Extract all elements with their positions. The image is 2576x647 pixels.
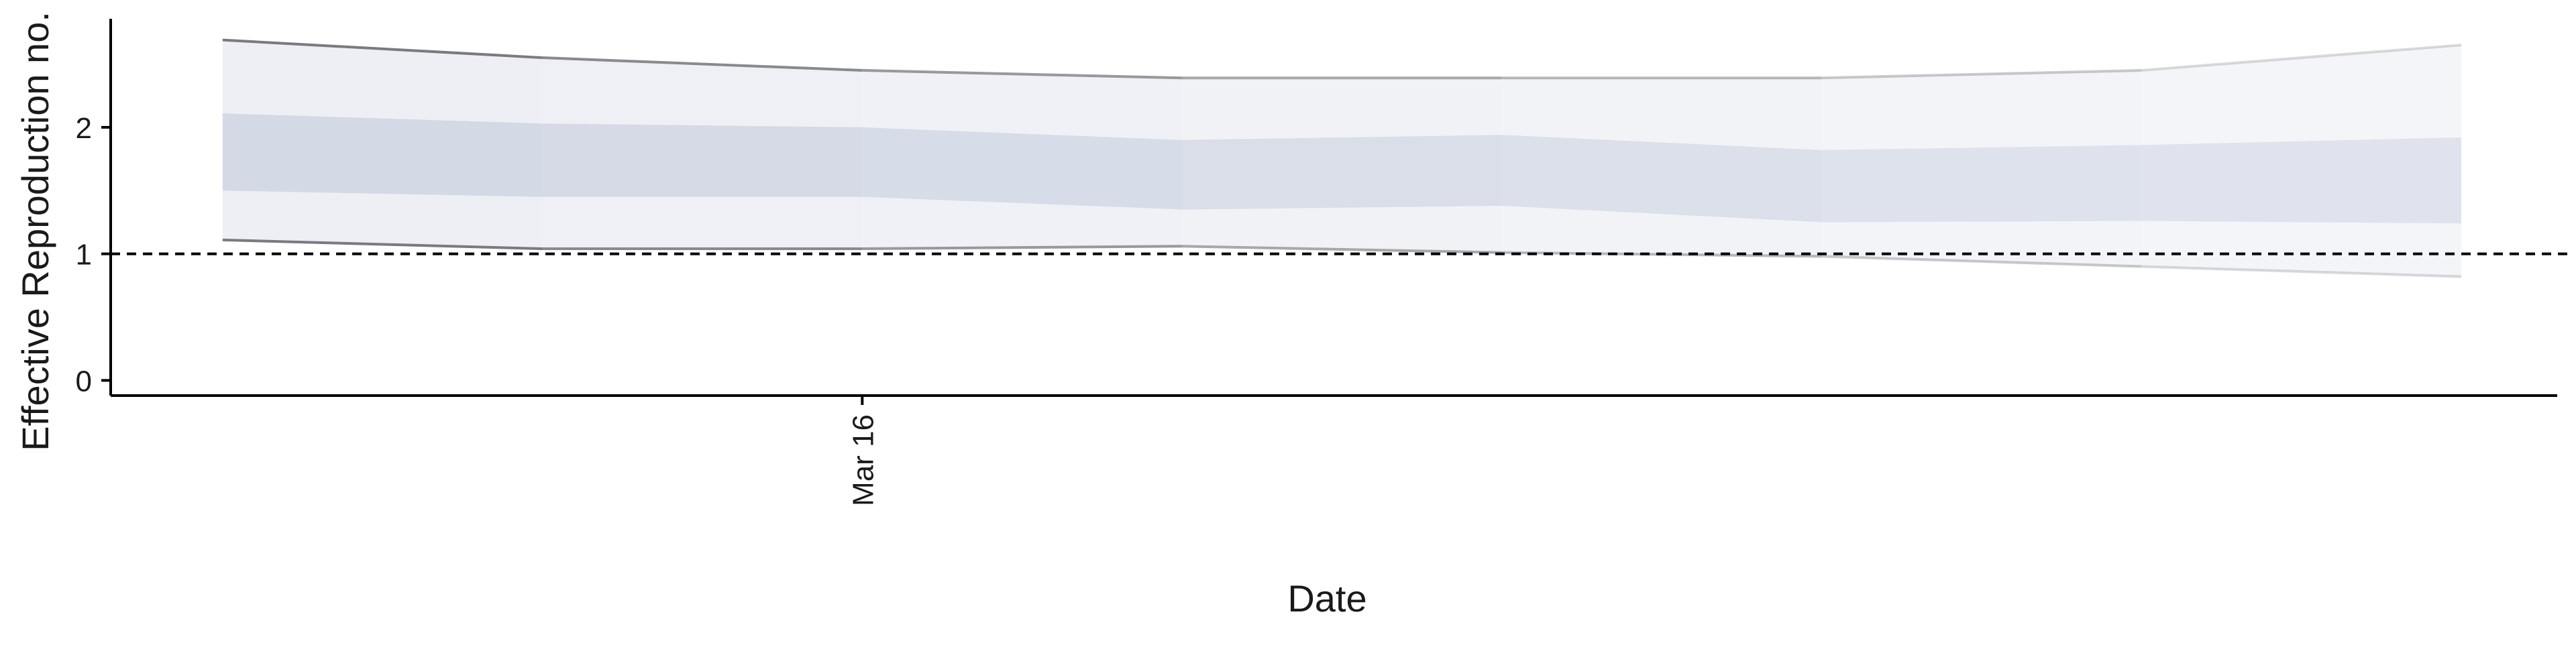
inner-band-segment-2 — [542, 123, 863, 197]
upper-bound-segment-3 — [862, 68, 1183, 80]
y-axis-ticks: 0 1 2 — [76, 112, 111, 398]
lower-bound-segment-4 — [1182, 245, 1502, 254]
x-axis-ticks: Mar 16 — [847, 396, 879, 506]
inner-band-segment-1 — [222, 113, 543, 197]
y-tick-label: 1 — [76, 239, 92, 272]
y-tick-label: 2 — [76, 112, 92, 145]
y-tick-label: 0 — [76, 365, 92, 398]
upper-bound-segment-7 — [2141, 44, 2462, 72]
upper-bound-segment-1 — [222, 38, 543, 60]
lower-bound-segment-6 — [1821, 255, 2142, 268]
lower-bound-segment-7 — [2141, 265, 2462, 278]
inner-band-segment-4 — [1182, 135, 1502, 210]
upper-bound-segment-2 — [542, 56, 863, 72]
axes: 0 1 2 Mar 16 — [76, 19, 2557, 506]
inner-band-segment-5 — [1501, 135, 1822, 223]
lower-bound-segment-1 — [222, 238, 543, 251]
inner-band-segment-7 — [2141, 137, 2461, 224]
x-axis-title: Date — [1287, 577, 1366, 620]
inner-band-segment-6 — [1821, 145, 2142, 223]
lower-bound-segment-3 — [862, 245, 1183, 251]
y-axis-title: Effective Reproduction no. — [14, 11, 56, 451]
upper-bound-segment-6 — [1821, 68, 2142, 80]
interval-bands — [222, 40, 2461, 277]
x-tick-label: Mar 16 — [847, 414, 879, 506]
inner-band-segment-3 — [862, 127, 1183, 210]
